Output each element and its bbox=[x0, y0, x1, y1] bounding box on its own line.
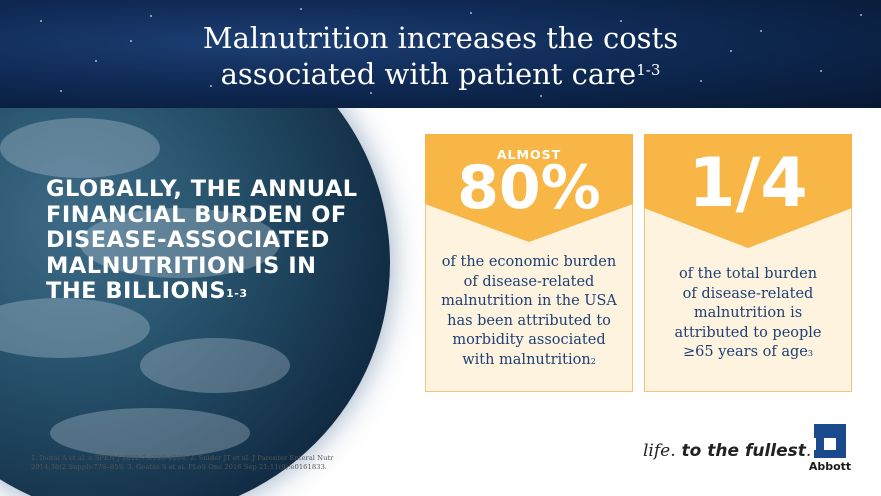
page-title: Malnutrition increases the costs associa… bbox=[0, 20, 881, 92]
headline-reference: 1-3 bbox=[226, 287, 248, 300]
stat-value: 80% bbox=[457, 153, 601, 223]
tagline-fullest: to the fullest bbox=[675, 441, 806, 461]
headline-line: THE BILLIONS bbox=[46, 278, 227, 304]
headline-line: GLOBALLY, THE ANNUAL bbox=[46, 176, 358, 202]
reference-line: 2014;38(2 Suppl):77S–85S. 3. Goates S et… bbox=[31, 463, 327, 471]
title-line-2: associated with patient care bbox=[220, 57, 637, 91]
stat-banner-shape bbox=[644, 134, 852, 248]
title-banner: Malnutrition increases the costs associa… bbox=[0, 0, 881, 108]
stat-reference: 3 bbox=[807, 349, 813, 358]
stat-text-line: of disease-related bbox=[682, 285, 814, 302]
stat-text-line: with malnutrition bbox=[462, 351, 591, 368]
stat-text-line: morbidity associated bbox=[452, 332, 606, 348]
stat-text-line: of disease-related bbox=[463, 273, 595, 290]
stat-text-line: malnutrition is bbox=[693, 305, 803, 321]
stat-text-line: of the total burden bbox=[678, 266, 818, 282]
title-reference: 1-3 bbox=[636, 61, 661, 79]
title-line-1: Malnutrition increases the costs bbox=[202, 21, 679, 55]
abbott-logo-text: Abbott bbox=[808, 460, 852, 473]
stat-text-line: has been attributed to bbox=[447, 312, 611, 329]
headline-line: FINANCIAL BURDEN OF bbox=[46, 201, 347, 228]
headline-line: DISEASE-ASSOCIATED bbox=[46, 227, 330, 253]
headline: GLOBALLY, THE ANNUAL FINANCIAL BURDEN OF… bbox=[46, 176, 366, 305]
tagline-life: life. bbox=[643, 441, 676, 461]
brand-tagline: life. to the fullest. bbox=[643, 441, 811, 461]
stat-text-line: ≥65 years of age bbox=[683, 344, 808, 360]
stat-text-line: malnutrition in the USA bbox=[441, 293, 617, 309]
stat-card-80-percent: ALMOST 80% of the economic burden of dis… bbox=[425, 134, 633, 392]
references: 1. Inotai A et al. e-SPEN J 2012;7:e196–… bbox=[31, 454, 371, 472]
stat-text-line: attributed to people bbox=[674, 324, 822, 341]
tagline-period: . bbox=[805, 441, 812, 461]
stat-description: of the economic burden of disease-relate… bbox=[426, 253, 632, 370]
stat-reference: 2 bbox=[590, 356, 596, 366]
stat-banner-shape bbox=[425, 134, 633, 242]
stat-text-line: of the economic burden bbox=[441, 254, 617, 270]
stat-card-one-quarter: 1/4 of the total burden of disease-relat… bbox=[644, 134, 852, 392]
stat-value: 1/4 bbox=[688, 144, 808, 223]
headline-line: MALNUTRITION IS IN bbox=[46, 252, 317, 279]
abbott-logo-icon bbox=[814, 424, 846, 458]
stat-description: of the total burden of disease-related m… bbox=[645, 265, 851, 363]
stat-prefix: ALMOST bbox=[496, 147, 562, 162]
reference-line: 1. Inotai A et al. e-SPEN J 2012;7:e196–… bbox=[31, 454, 334, 462]
